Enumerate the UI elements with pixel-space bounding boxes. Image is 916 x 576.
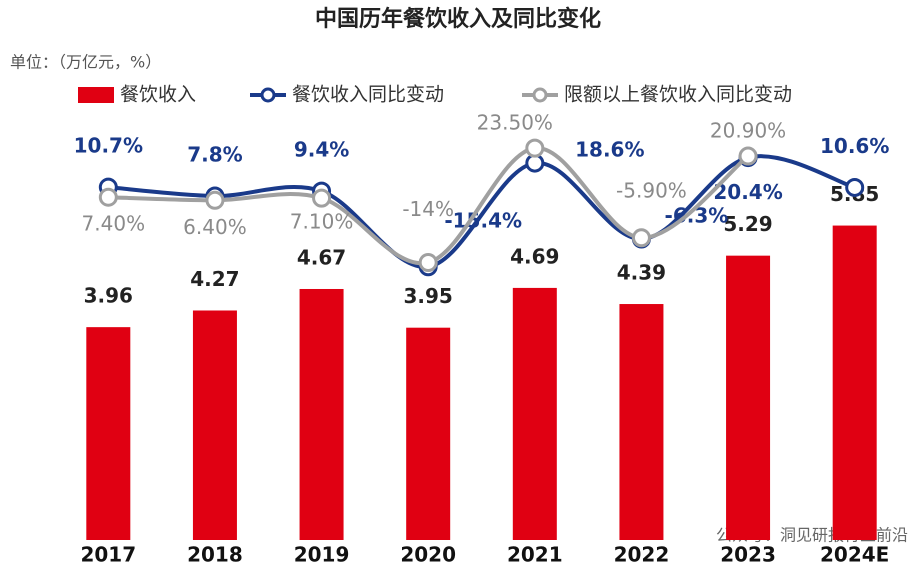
line-marker: [98, 187, 118, 207]
bar-value-label: 4.39: [617, 261, 666, 285]
line-value-label: 7.40%: [82, 212, 146, 236]
line-value-label: 10.7%: [74, 134, 143, 158]
legend-label: 餐饮收入同比变动: [292, 84, 444, 106]
bar: [512, 287, 557, 540]
legend-label: 限额以上餐饮收入同比变动: [564, 84, 792, 106]
bar: [619, 304, 664, 540]
x-tick-label: 2020: [400, 543, 456, 567]
bar-value-label: 3.96: [84, 284, 133, 308]
line-marker: [631, 228, 651, 248]
line-value-label: 23.50%: [477, 111, 553, 135]
line-value-label: 20.90%: [710, 119, 786, 143]
bar: [406, 327, 451, 540]
x-tick-label: 2017: [80, 543, 136, 567]
bar: [726, 255, 771, 540]
line-value-label: 7.10%: [290, 210, 354, 234]
line-marker: [312, 188, 332, 208]
chart-title: 中国历年餐饮收入及同比变化: [315, 6, 601, 32]
x-tick-label: 2021: [507, 543, 563, 567]
line-marker: [525, 138, 545, 158]
legend-swatch: [532, 87, 548, 103]
bar-value-label: 4.27: [190, 267, 239, 291]
bar: [299, 288, 344, 540]
x-tick-label: 2019: [294, 543, 350, 567]
line-value-label: 20.4%: [713, 180, 782, 204]
x-tick-label: 2024E: [820, 543, 889, 567]
line-value-label: 6.40%: [183, 215, 247, 239]
bar: [832, 225, 877, 540]
bar-value-label: 3.95: [404, 284, 453, 308]
legend-swatch: [78, 87, 114, 103]
bar-value-label: 4.67: [297, 245, 346, 269]
line-marker: [845, 177, 865, 197]
legend-swatch: [260, 87, 276, 103]
x-tick-label: 2022: [614, 543, 670, 567]
line-marker: [205, 190, 225, 210]
line: [108, 154, 856, 269]
x-tick-label: 2023: [720, 543, 776, 567]
bar: [86, 327, 131, 540]
bar-value-label: 5.29: [723, 212, 772, 236]
legend-label: 餐饮收入: [120, 84, 196, 106]
line-value-label: 7.8%: [187, 143, 242, 167]
line-value-label: 10.6%: [820, 134, 889, 158]
line-value-label: -5.90%: [616, 178, 687, 202]
line-value-label: -14%: [402, 197, 454, 221]
line-marker: [738, 146, 758, 166]
bar-value-label: 4.69: [510, 244, 559, 268]
unit-label: 单位：（万亿元，%）: [10, 53, 161, 72]
x-tick-label: 2018: [187, 543, 243, 567]
line-value-label: -15.4%: [444, 208, 522, 232]
line-marker: [418, 252, 438, 272]
line-value-label: 18.6%: [575, 138, 644, 162]
line-value-label: 9.4%: [294, 138, 349, 162]
bar: [192, 310, 237, 540]
